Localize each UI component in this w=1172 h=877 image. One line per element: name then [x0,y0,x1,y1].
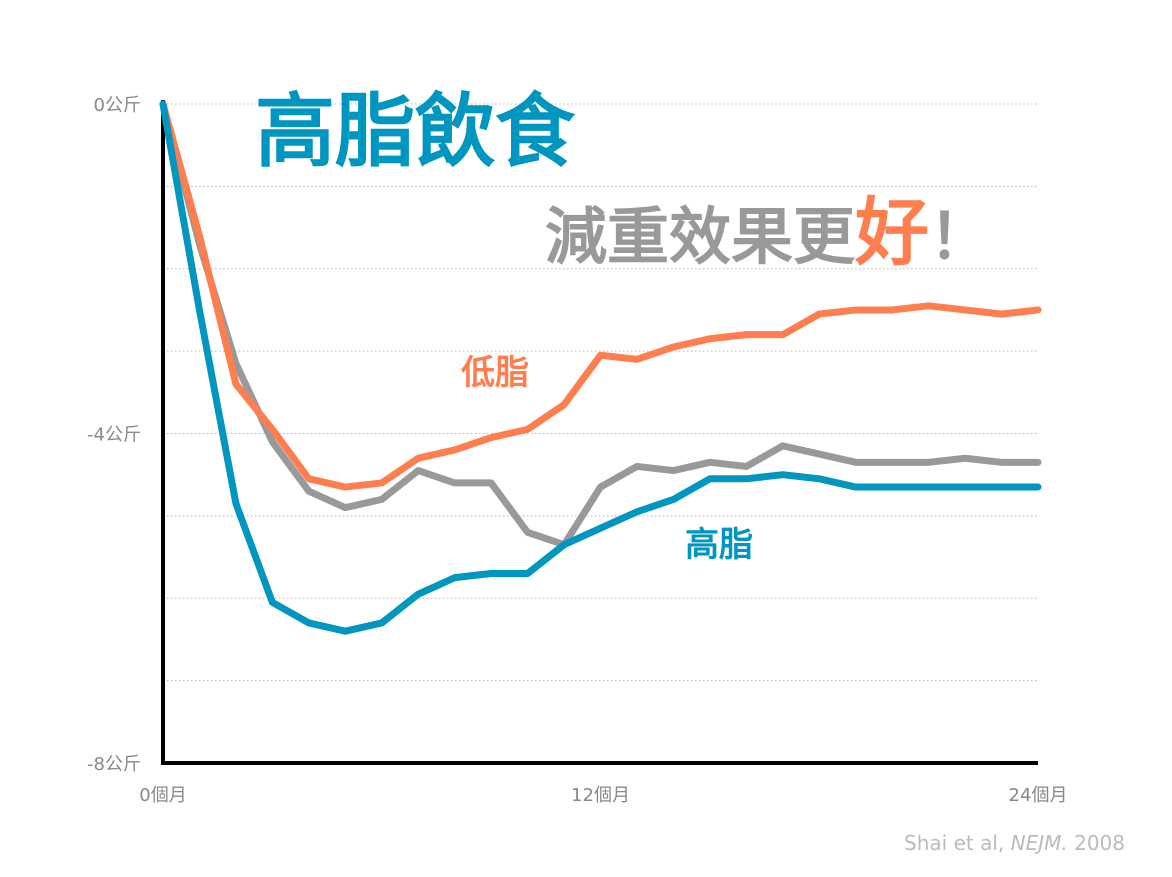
series-line-lowfat [159,100,1042,491]
x-tick-label: 24個月 [1009,785,1068,806]
y-tick-labels: 0公斤 -4公斤 -8公斤 [87,95,141,775]
subtitle: 減重效果更好！ [545,196,991,270]
y-tick-label: -8公斤 [87,754,141,775]
gridlines [163,103,1038,682]
source-citation: Shai et al, NEJM. 2008 [904,831,1125,855]
x-tick-label: 0個月 [139,785,186,806]
subtitle-end: ！ [929,200,992,273]
subtitle-emphasis: 好 [855,190,930,276]
series-line-highfat [159,100,1042,635]
series-lines [159,100,1042,635]
axes [161,100,1038,765]
series-label-lowfat: 低脂 [461,353,529,393]
source-prefix: Shai et al, [904,831,1011,855]
y-tick-label: 0公斤 [94,95,141,116]
x-tick-label: 12個月 [571,785,630,806]
source-year: 2008 [1067,831,1125,855]
x-tick-labels: 0個月 12個月 24個月 [139,785,1067,806]
series-label-highfat: 高脂 [685,525,753,565]
series-line-other [159,100,1042,549]
subtitle-main: 減重效果更 [545,200,856,273]
headline-text: 高脂飲食 [255,85,575,178]
headline: 高脂飲食 [255,92,575,172]
y-tick-label: -4公斤 [87,425,141,446]
source-journal: NEJM. [1010,831,1068,855]
